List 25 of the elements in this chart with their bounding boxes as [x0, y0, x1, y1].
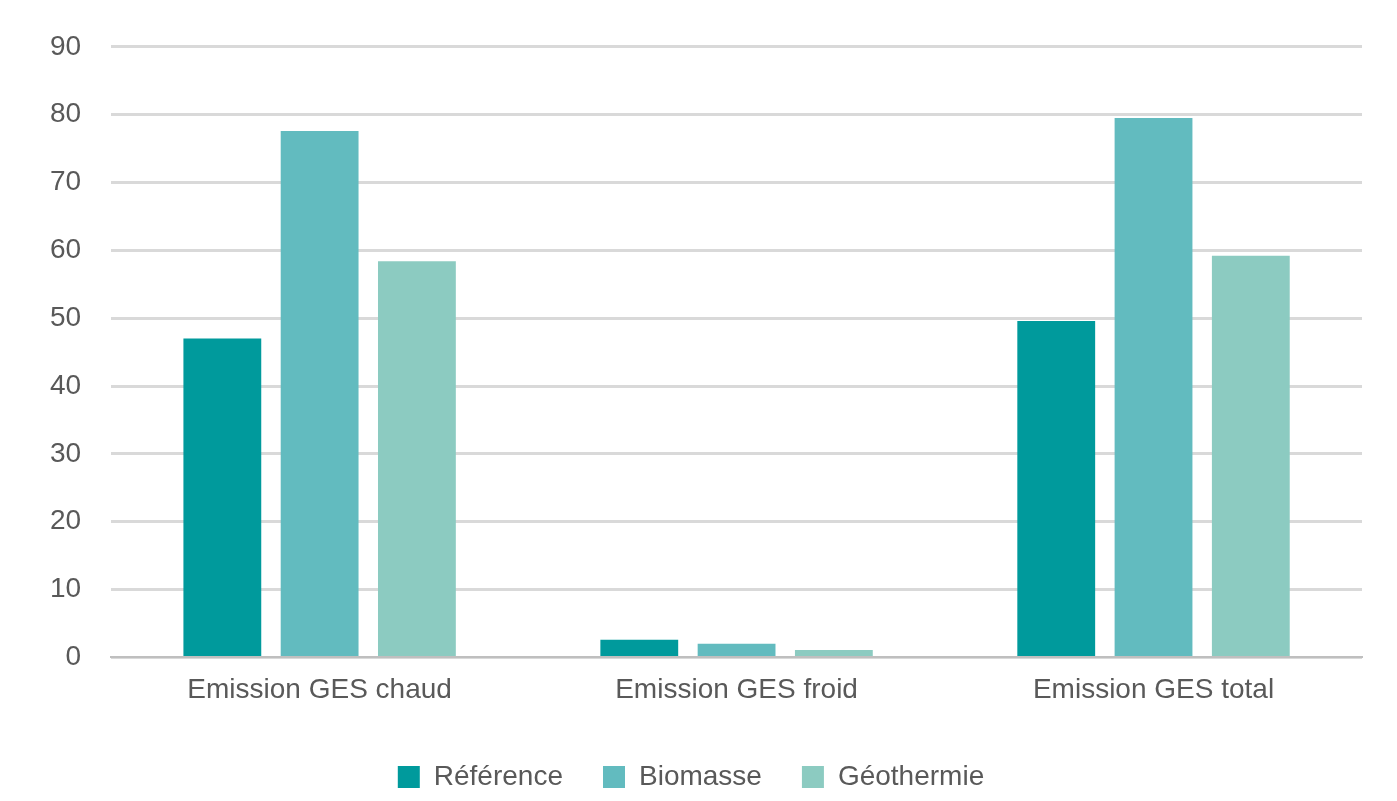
bar: [377, 261, 456, 656]
legend-label: Biomasse: [638, 759, 762, 791]
bar: [1017, 320, 1096, 656]
bar: [280, 130, 359, 656]
y-tick-label: 30: [49, 436, 82, 468]
y-tick-label: 10: [49, 572, 82, 604]
legend-label: Référence: [433, 759, 563, 791]
y-tick-label: 60: [49, 233, 82, 265]
bar: [183, 338, 262, 656]
bar: [600, 639, 679, 656]
bar: [1211, 255, 1290, 656]
y-tick-label: 70: [49, 165, 82, 197]
x-tick-label: Emission GES froid: [615, 672, 858, 704]
bar: [1114, 118, 1193, 656]
y-tick-label: 80: [49, 97, 82, 129]
x-tick-label: Emission GES chaud: [187, 672, 452, 704]
y-tick-label: 90: [49, 29, 82, 61]
y-tick-label: 40: [49, 368, 82, 400]
bar: [794, 649, 873, 656]
y-tick-label: 20: [49, 504, 82, 536]
y-tick-label: 50: [49, 300, 82, 332]
x-tick-label: Emission GES total: [1032, 672, 1275, 704]
y-tick-label: 0: [65, 640, 82, 672]
legend-label: Géothermie: [837, 759, 985, 791]
bar: [697, 643, 776, 656]
